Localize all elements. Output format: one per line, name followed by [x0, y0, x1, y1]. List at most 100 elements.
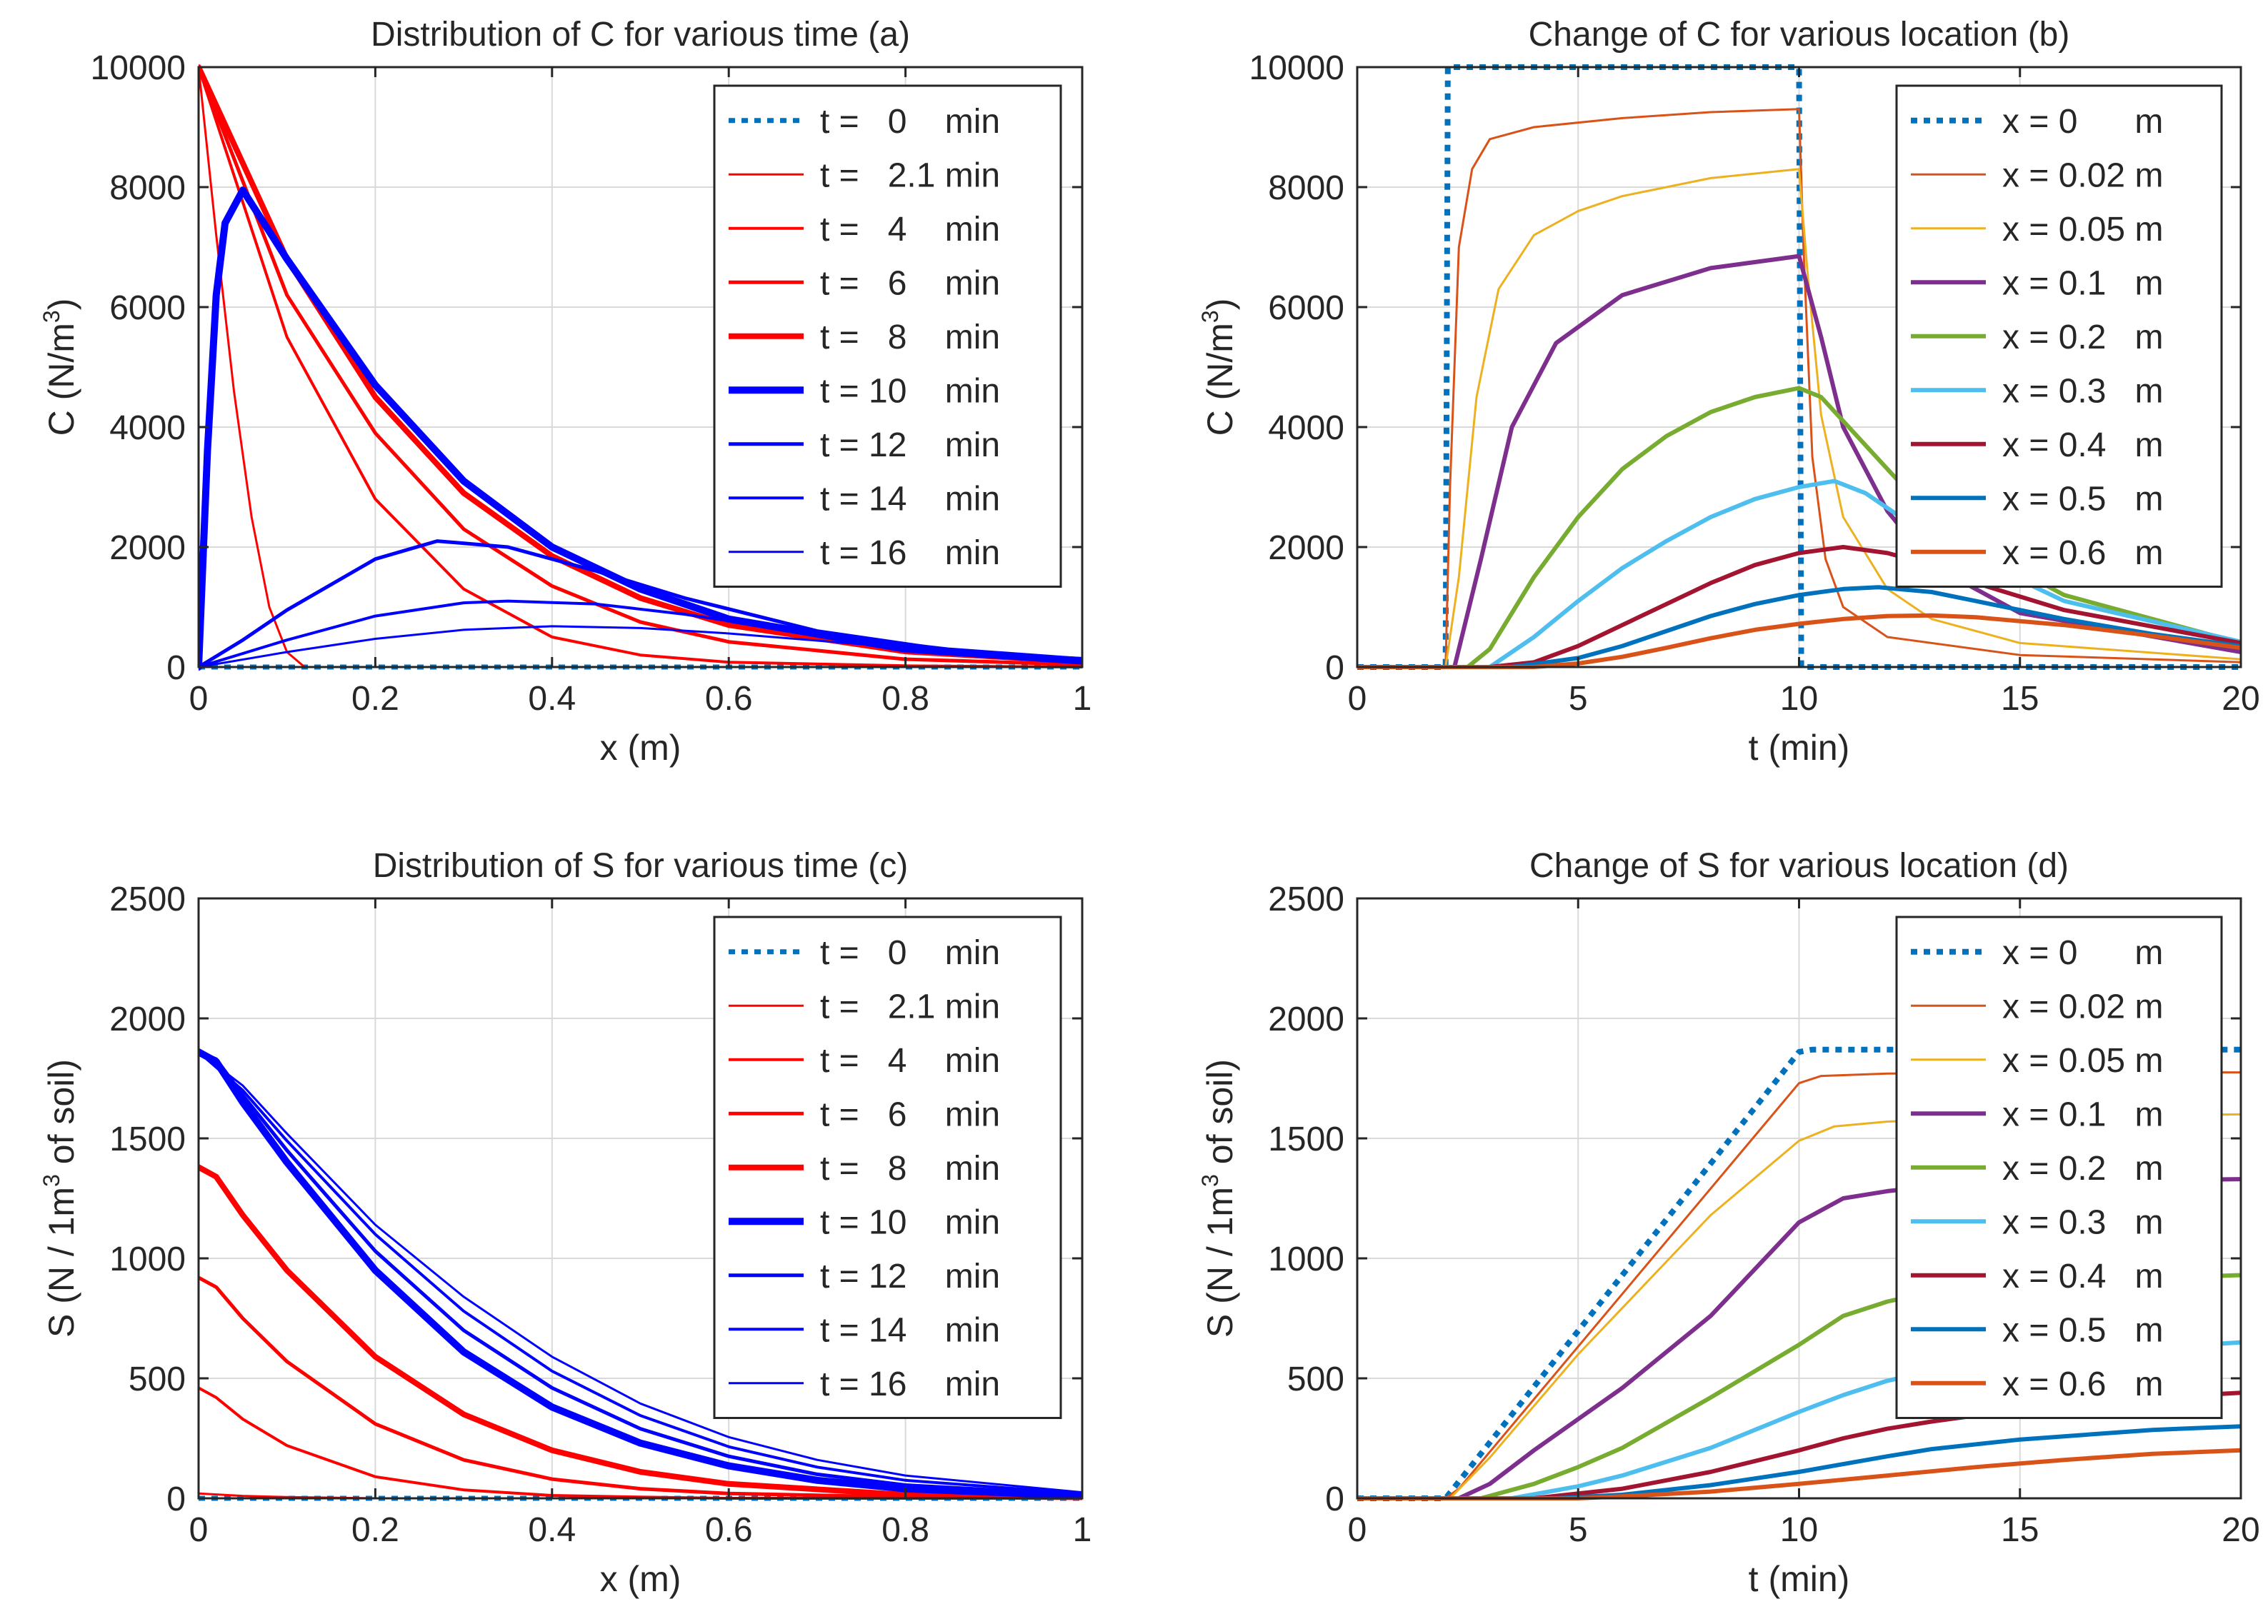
chart-c-x-tick-label: 0.8 [881, 1511, 929, 1549]
chart-c-y-axis-label-end: of soil) [41, 1059, 81, 1174]
chart-d-y-axis-label-end: of soil) [1200, 1059, 1240, 1174]
chart-c-ticks: 0 0.2 0.4 0.6 0.8 1 0 500 1000 1500 2000 2500 [109, 881, 1091, 1549]
chart-c-legend-label: t = 16 min [820, 1365, 1000, 1403]
chart-b-y-tick-label: 8000 [1268, 169, 1344, 207]
chart-d-x-axis-label: t (min) [1749, 1559, 1850, 1599]
chart-c-x-tick-label: 0 [189, 1511, 209, 1549]
chart-c-legend-label: t = 12 min [820, 1258, 1000, 1295]
chart-a-x-tick-label: 0.2 [351, 680, 399, 718]
chart-panel-c: Distribution of S for various time (c) 0… [39, 847, 1091, 1599]
chart-d-legend-label: x = 0.6 m [2002, 1365, 2163, 1403]
chart-d-legend-label: x = 0.05 m [2002, 1042, 2163, 1080]
chart-b-x-tick-label: 20 [2222, 680, 2259, 718]
chart-d-legend-label: x = 0.3 m [2002, 1203, 2163, 1241]
chart-b-x-tick-label: 0 [1348, 680, 1367, 718]
chart-a-series-7 [199, 599, 1082, 668]
chart-a-x-tick-label: 0 [189, 680, 209, 718]
chart-d-x-tick-label: 0 [1348, 1511, 1367, 1549]
chart-c-y-tick-label: 1000 [109, 1240, 186, 1278]
chart-b-y-axis-label-main: C (N/m [1200, 323, 1240, 436]
chart-d-y-tick-label: 2000 [1268, 1001, 1344, 1038]
chart-c-y-axis-label-sup: 3 [39, 1174, 64, 1187]
chart-a-x-tick-label: 0.8 [881, 680, 929, 718]
chart-a-y-axis-label-end: ) [41, 299, 81, 311]
chart-a-legend-label: t = 10 min [820, 372, 1000, 410]
chart-d-x-tick-label: 5 [1569, 1511, 1588, 1549]
chart-b-legend-label: x = 0.3 m [2002, 372, 2163, 410]
chart-a-series-2 [199, 66, 1082, 668]
chart-c-series-6 [199, 1050, 1082, 1497]
chart-d-y-tick-label: 500 [1287, 1360, 1344, 1398]
chart-d-y-axis-label-main: S (N / 1m [1200, 1187, 1240, 1338]
chart-c-y-tick-label: 2000 [109, 1001, 186, 1038]
chart-b-y-axis-label-end: ) [1200, 299, 1240, 311]
chart-b-series-7 [1357, 585, 2241, 669]
chart-b-legend-label: x = 0.1 m [2002, 264, 2163, 302]
chart-c-legend-label: t = 8 min [820, 1150, 1000, 1188]
chart-b-x-tick-label: 10 [1780, 680, 1818, 718]
chart-d-legend-label: x = 0.2 m [2002, 1150, 2163, 1188]
chart-a-legend-label: t = 12 min [820, 426, 1000, 464]
chart-b-y-tick-label: 4000 [1268, 409, 1344, 447]
chart-b-legend-label: x = 0.4 m [2002, 426, 2163, 464]
chart-c-y-tick-label: 0 [166, 1480, 186, 1518]
chart-a-legend-label: t = 4 min [820, 211, 1000, 249]
chart-b-y-axis-label: C (N/m3) [1197, 299, 1240, 436]
chart-c-series-7 [199, 1051, 1082, 1495]
chart-a-x-tick-label: 0.4 [528, 680, 576, 718]
chart-d-legend-label: x = 0.5 m [2002, 1311, 2163, 1349]
chart-b-series-8 [1357, 613, 2241, 669]
chart-c-x-tick-label: 0.4 [528, 1511, 576, 1549]
chart-c-y-tick-label: 2500 [109, 881, 186, 918]
chart-d-x-tick-label: 10 [1780, 1511, 1818, 1549]
chart-a-y-tick-label: 10000 [91, 49, 186, 87]
chart-d-legend-label: x = 0 m [2002, 934, 2163, 972]
chart-a-legend: t = 0 min t = 2.1 min t = 4 min t = 6 min t … [713, 84, 1062, 588]
chart-panel-b: Change of C for various location (b) 0 5 1… [1197, 16, 2260, 768]
chart-c-series-5 [199, 1048, 1082, 1500]
chart-c-x-tick-label: 1 [1073, 1511, 1092, 1549]
chart-d-x-tick-label: 20 [2222, 1511, 2259, 1549]
chart-c-legend-label: t = 2.1 min [820, 988, 1000, 1026]
chart-b-legend: x = 0 m x = 0.02 m x = 0.05 m x = 0.1 m x = … [1895, 84, 2223, 588]
chart-a-title: Distribution of C for various time (a) [371, 16, 910, 54]
chart-b-ticks: 0 5 10 15 20 0 2000 4000 6000 8000 10000 [1249, 49, 2260, 718]
chart-a-series-6 [199, 539, 1082, 669]
chart-c-series-3 [199, 1275, 1082, 1500]
chart-d-legend-label: x = 0.1 m [2002, 1096, 2163, 1133]
chart-a-legend-label: t = 14 min [820, 480, 1000, 518]
chart-d-y-tick-label: 1000 [1268, 1240, 1344, 1278]
chart-d-legend-label: x = 0.4 m [2002, 1258, 2163, 1295]
chart-b-legend-label: x = 0.05 m [2002, 211, 2163, 249]
chart-c-legend: t = 0 min t = 2.1 min t = 4 min t = 6 min t … [713, 916, 1062, 1419]
chart-a-y-axis-label-main: C (N/m [41, 323, 81, 436]
chart-d-y-axis-label-sup: 3 [1197, 1174, 1223, 1187]
chart-b-title: Change of C for various location (b) [1529, 16, 2070, 54]
chart-a-y-axis-label-sup: 3 [39, 310, 64, 323]
chart-c-x-tick-label: 0.6 [705, 1511, 753, 1549]
chart-c-series-8 [199, 1051, 1082, 1494]
chart-d-x-tick-label: 15 [2001, 1511, 2039, 1549]
chart-panel-a: Distribution of C for various time (a) 0… [39, 16, 1091, 768]
chart-d-legend-label: x = 0.02 m [2002, 988, 2163, 1026]
chart-b-y-axis-label-sup: 3 [1197, 310, 1223, 323]
chart-d-legend: x = 0 m x = 0.02 m x = 0.05 m x = 0.1 m x = … [1895, 916, 2223, 1419]
chart-c-legend-label: t = 0 min [820, 934, 1000, 972]
chart-b-x-tick-label: 15 [2001, 680, 2039, 718]
chart-d-y-tick-label: 0 [1325, 1480, 1344, 1518]
chart-c-y-axis-label-main: S (N / 1m [41, 1187, 81, 1338]
chart-a-y-axis-label: C (N/m3) [39, 299, 81, 436]
chart-c-x-tick-label: 0.2 [351, 1511, 399, 1549]
chart-b-legend-label: x = 0.5 m [2002, 480, 2163, 518]
chart-b-y-tick-label: 2000 [1268, 529, 1344, 567]
chart-d-ticks: 0 5 10 15 20 0 500 1000 1500 2000 2500 [1268, 881, 2259, 1549]
chart-c-legend-label: t = 14 min [820, 1311, 1000, 1349]
chart-a-series-3 [199, 65, 1082, 667]
chart-b-y-tick-label: 10000 [1249, 49, 1344, 87]
chart-a-legend-label: t = 8 min [820, 319, 1000, 356]
chart-b-series-2 [1357, 168, 2241, 668]
chart-c-axes-box [197, 897, 1084, 1500]
chart-d-y-axis-label: S (N / 1m3 of soil) [1197, 1059, 1240, 1338]
